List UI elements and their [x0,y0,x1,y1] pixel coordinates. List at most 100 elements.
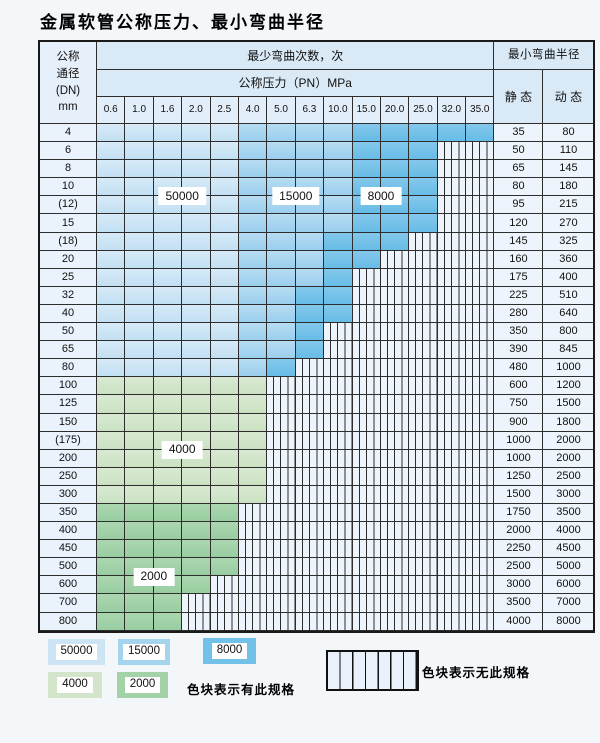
spec-cell-dn150-pn2.5 [210,413,239,432]
spec-cell-dn50-pn1.6 [153,323,183,342]
spec-cell-dn10-pn2.5 [210,178,239,197]
spec-cell-dn200-pn2.5 [210,449,239,468]
spec-cell-dn65-pn1.0 [125,341,154,360]
spec-cell-dn300-pn10.0 [324,485,353,504]
spec-cell-dn6-pn25.0 [409,142,438,161]
spec-cell-dn50-pn15.0 [352,323,381,342]
static-radius-32: 225 [494,286,544,305]
dn-header-line: 公称 [56,51,80,64]
spec-cell-dn6-pn6.3 [295,142,325,161]
spec-cell-dn(18)-pn10.0 [324,232,353,251]
spec-cell-dn40-pn15.0 [352,304,381,324]
static-radius-300: 1500 [494,485,544,504]
legend-swatch-label: 50000 [55,644,98,660]
dn-label-(12): (12) [40,196,97,215]
dn-label-150: 150 [40,413,97,432]
spec-cell-dn25-pn2.0 [182,268,211,287]
spec-cell-dn100-pn4.0 [238,377,268,396]
spec-cell-dn20-pn32.0 [437,250,467,269]
spec-cell-dn65-pn0.6 [97,341,126,360]
spec-cell-dn300-pn20.0 [380,485,410,504]
legend-swatch-8000: 8000 [203,638,256,664]
static-radius-800: 4000 [494,612,544,631]
dynamic-radius-25: 400 [543,268,594,287]
dn-label-4: 4 [40,124,97,143]
spec-cell-dn250-pn10.0 [324,467,353,486]
spec-cell-dn(18)-pn5.0 [267,232,296,251]
spec-cell-dn600-pn32.0 [437,576,467,595]
spec-cell-dn65-pn35.0 [466,341,495,360]
spec-cell-dn8-pn35.0 [466,160,495,179]
dn-label-15: 15 [40,214,97,233]
spec-cell-dn100-pn2.5 [210,377,239,396]
spec-cell-dn(18)-pn25.0 [409,232,438,251]
spec-cell-dn65-pn2.0 [182,341,211,360]
spec-cell-dn500-pn25.0 [409,558,438,577]
spec-cell-dn600-pn15.0 [352,576,381,595]
legend-no-spec-swatch [326,650,419,691]
spec-cell-dn350-pn15.0 [352,503,381,523]
spec-cell-dn25-pn6.3 [295,268,325,287]
spec-cell-dn250-pn2.0 [182,467,211,486]
spec-cell-dn6-pn10.0 [324,142,353,161]
spec-cell-dn400-pn25.0 [409,522,438,541]
dynamic-radius-50: 800 [543,323,594,342]
spec-cell-dn8-pn5.0 [267,160,296,179]
pn-tick-20.0: 20.0 [380,97,410,124]
spec-cell-dn65-pn10.0 [324,341,353,360]
cycle-count-label-15000: 15000 [272,187,320,206]
spec-cell-dn350-pn2.5 [210,503,239,523]
spec-cell-dn450-pn32.0 [437,540,467,559]
spec-cell-dn125-pn4.0 [238,395,268,414]
dynamic-radius-125: 1500 [543,395,594,414]
spec-cell-dn(18)-pn0.6 [97,232,126,251]
spec-cell-dn(12)-pn10.0 [324,196,353,215]
spec-cell-dn32-pn0.6 [97,286,126,305]
spec-cell-dn125-pn20.0 [380,395,410,414]
spec-cell-dn32-pn1.6 [153,286,183,305]
spec-cell-dn4-pn15.0 [352,124,381,143]
spec-cell-dn80-pn1.6 [153,359,183,378]
spec-cell-dn20-pn15.0 [352,250,381,269]
spec-cell-dn(175)-pn4.0 [238,431,268,450]
dynamic-radius-250: 2500 [543,467,594,486]
spec-cell-dn25-pn15.0 [352,268,381,287]
dn-column-header: 公称 通径 (DN) mm [40,42,97,124]
spec-cell-dn125-pn0.6 [97,395,126,414]
spec-cell-dn700-pn32.0 [437,594,467,613]
spec-cell-dn400-pn15.0 [352,522,381,541]
spec-cell-dn600-pn0.6 [97,576,126,595]
spec-cell-dn100-pn1.0 [125,377,154,396]
dn-label-400: 400 [40,522,97,541]
spec-cell-dn8-pn6.3 [295,160,325,179]
spec-cell-dn600-pn6.3 [295,576,325,595]
spec-cell-dn80-pn10.0 [324,359,353,378]
spec-cell-dn15-pn1.0 [125,214,154,233]
spec-cell-dn450-pn1.0 [125,540,154,559]
spec-cell-dn300-pn5.0 [267,485,296,504]
spec-cell-dn8-pn0.6 [97,160,126,179]
dynamic-radius-(12): 215 [543,196,594,215]
spec-cell-dn(18)-pn1.6 [153,232,183,251]
spec-cell-dn700-pn2.5 [210,594,239,613]
spec-cell-dn250-pn20.0 [380,467,410,486]
dn-label-65: 65 [40,341,97,360]
spec-cell-dn350-pn6.3 [295,503,325,523]
spec-cell-dn8-pn1.0 [125,160,154,179]
spec-cell-dn100-pn10.0 [324,377,353,396]
spec-cell-dn200-pn4.0 [238,449,268,468]
spec-cell-dn8-pn25.0 [409,160,438,179]
spec-cell-dn32-pn32.0 [437,286,467,305]
spec-cell-dn4-pn20.0 [380,124,410,143]
spec-cell-dn800-pn5.0 [267,612,296,631]
spec-cell-dn20-pn1.6 [153,250,183,269]
spec-cell-dn32-pn10.0 [324,286,353,305]
spec-cell-dn20-pn2.0 [182,250,211,269]
spec-cell-dn10-pn25.0 [409,178,438,197]
dynamic-radius-200: 2000 [543,449,594,468]
spec-cell-dn50-pn25.0 [409,323,438,342]
spec-cell-dn6-pn20.0 [380,142,410,161]
pn-tick-5.0: 5.0 [267,97,296,124]
cycle-count-label-50000: 50000 [158,187,206,206]
spec-cell-dn40-pn2.5 [210,304,239,324]
